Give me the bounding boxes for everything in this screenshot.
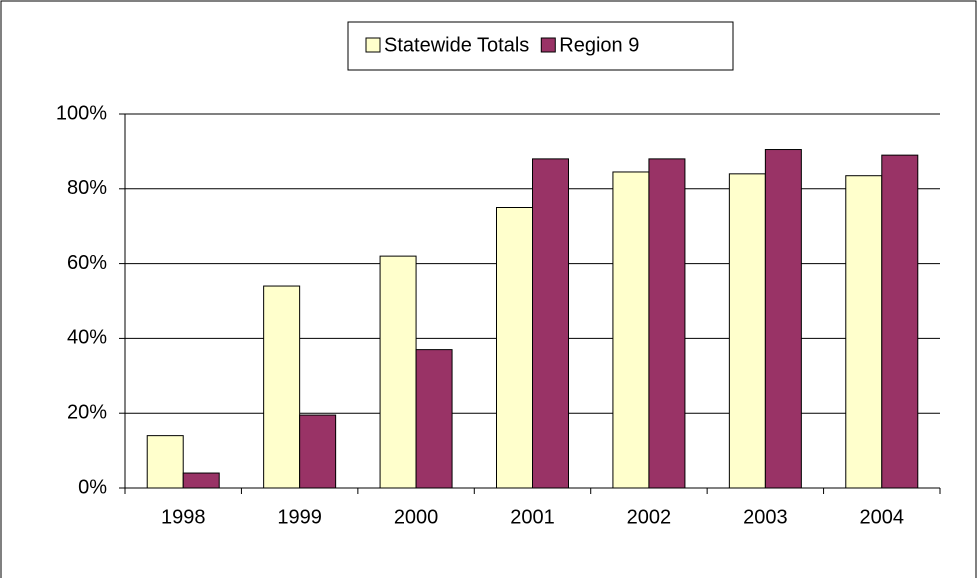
y-tick-label: 0% (78, 476, 107, 498)
legend-swatch (540, 37, 556, 53)
legend-swatch (365, 37, 381, 53)
y-tick-label: 40% (67, 327, 107, 349)
bar (881, 154, 919, 489)
x-tick-label: 2001 (510, 506, 555, 528)
bar (845, 175, 883, 489)
bar (299, 414, 337, 489)
bar (764, 149, 802, 489)
bar (146, 435, 184, 489)
x-tick-label: 1998 (161, 506, 206, 528)
legend-label: Statewide Totals (384, 34, 529, 56)
x-tick-label: 2003 (743, 506, 788, 528)
bar (612, 171, 650, 489)
bar (182, 472, 220, 489)
x-tick-label: 2000 (394, 506, 439, 528)
y-tick-label: 60% (67, 252, 107, 274)
legend-box (347, 21, 734, 71)
x-tick-label: 2004 (860, 506, 905, 528)
y-tick-label: 100% (56, 102, 107, 124)
y-tick-label: 20% (67, 401, 107, 423)
bar (532, 158, 569, 489)
legend-label: Region 9 (559, 34, 639, 56)
x-tick-label: 1999 (277, 506, 322, 528)
bar (728, 173, 766, 489)
x-tick-label: 2002 (627, 506, 672, 528)
bar (379, 255, 417, 489)
y-tick-label: 80% (67, 177, 107, 199)
bar (415, 349, 453, 489)
bar (648, 158, 686, 489)
bar (496, 207, 533, 489)
bar (263, 285, 301, 489)
